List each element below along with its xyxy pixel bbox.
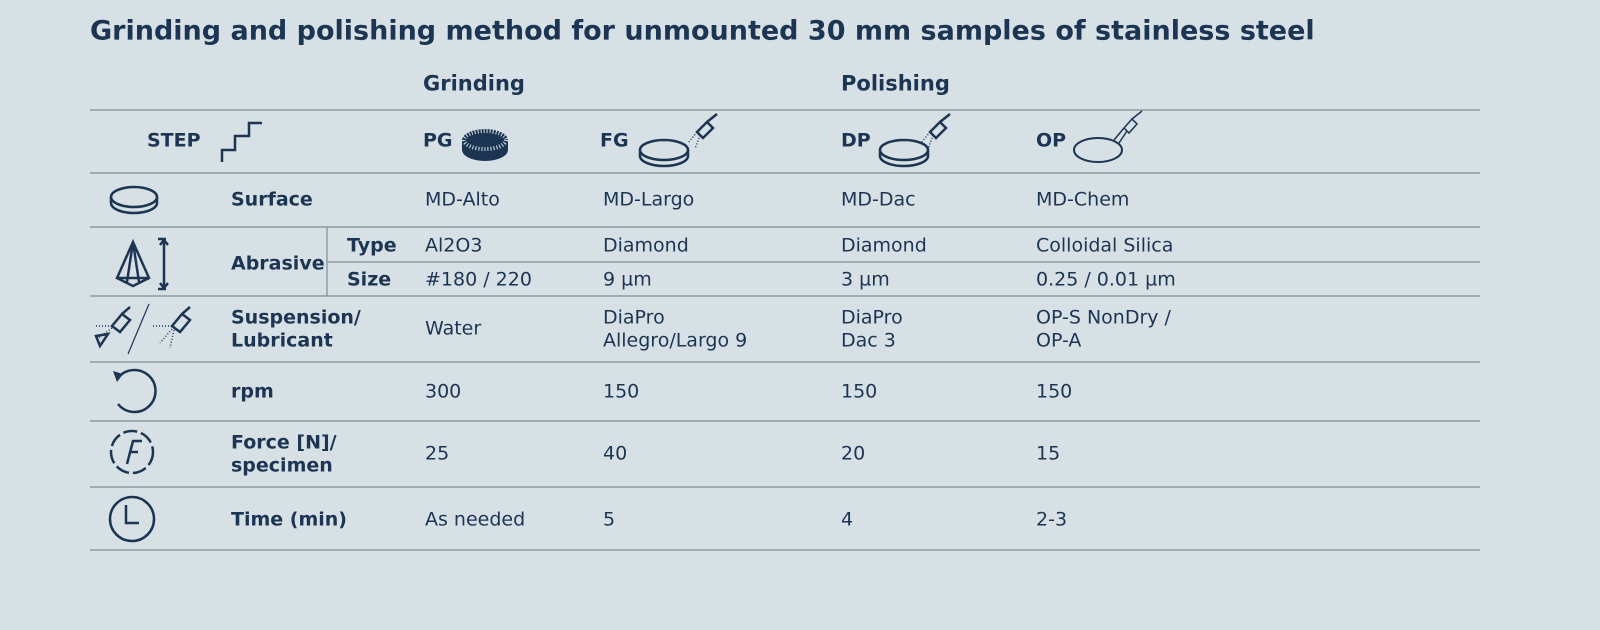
row-label: Time (min) [231, 508, 347, 531]
cell: Allegro/Largo 9 [603, 329, 748, 351]
cell: 40 [603, 442, 628, 465]
cell: #180 / 220 [425, 268, 532, 291]
rules [90, 109, 1480, 551]
cell: 3 µm [841, 268, 890, 291]
cell: Diamond [841, 234, 927, 257]
row-label: Suspension/ [231, 306, 361, 328]
op-icon [1073, 110, 1143, 163]
cell: DiaPro [841, 306, 903, 328]
time-icon [108, 495, 156, 543]
fg-icon [638, 113, 718, 168]
step-name: PG [423, 129, 453, 152]
cell: DiaPro [603, 306, 665, 328]
cell: Al2O3 [425, 234, 483, 257]
row-label: Lubricant [231, 329, 333, 351]
group-header: Polishing [841, 71, 950, 96]
cell: 5 [603, 508, 616, 531]
cell: 9 µm [603, 268, 652, 291]
cell: MD-Alto [425, 188, 500, 211]
abrasive-icon [115, 237, 169, 291]
cell: OP-S NonDry / [1036, 306, 1171, 328]
cell: 150 [603, 380, 640, 403]
step-icon [220, 121, 262, 162]
row-label: Force [N]/ [231, 431, 337, 453]
cell: Colloidal Silica [1036, 234, 1174, 257]
cell: 300 [425, 380, 462, 403]
suspension-icon [94, 303, 192, 355]
row-label: Abrasive [231, 252, 325, 275]
dp-icon [878, 113, 951, 168]
force-icon [109, 429, 155, 475]
cell: 15 [1036, 442, 1061, 465]
cell: Diamond [603, 234, 689, 257]
cell: MD-Largo [603, 188, 695, 211]
cell: OP-A [1036, 329, 1082, 351]
group-header: Grinding [423, 71, 525, 96]
cell: 150 [1036, 380, 1073, 403]
row-label: specimen [231, 454, 333, 476]
rpm-icon [113, 368, 157, 414]
step-name: DP [841, 129, 871, 152]
surface-icon [109, 185, 159, 215]
cell: 25 [425, 442, 450, 465]
row-label: Surface [231, 188, 313, 211]
cell: 20 [841, 442, 866, 465]
cell: Dac 3 [841, 329, 896, 351]
title: Grinding and polishing method for unmoun… [90, 15, 1315, 47]
sub-label: Type [347, 234, 397, 257]
step-name: OP [1036, 129, 1067, 152]
step-label: STEP [147, 129, 201, 152]
row-label: rpm [231, 380, 274, 403]
cell: As needed [425, 508, 526, 531]
pg-icon [462, 129, 508, 161]
cell: MD-Chem [1036, 188, 1130, 211]
cell: 2-3 [1036, 508, 1068, 531]
step-name: FG [600, 129, 629, 152]
cell: MD-Dac [841, 188, 916, 211]
cell: 4 [841, 508, 854, 531]
sub-label: Size [347, 268, 392, 291]
cell: 0.25 / 0.01 µm [1036, 268, 1176, 291]
cell: 150 [841, 380, 878, 403]
cell: Water [425, 317, 482, 340]
